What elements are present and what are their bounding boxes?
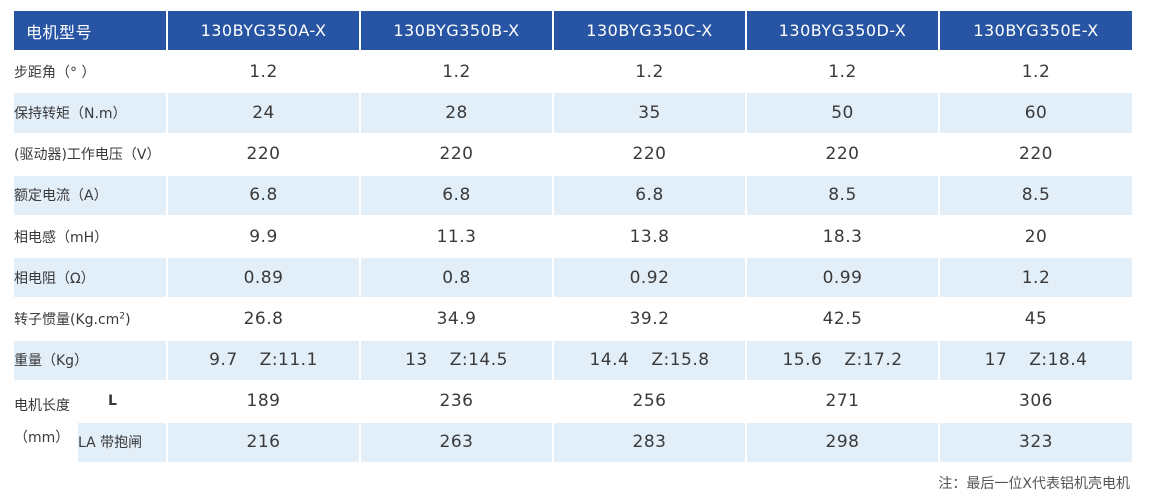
cell-value: 13.8: [554, 216, 746, 257]
cell-value: 6.8: [168, 175, 360, 215]
cell-value: 0.89: [168, 258, 360, 298]
cell-value: 220: [940, 134, 1133, 174]
row-label: 相电阻（Ω）: [14, 258, 167, 298]
row-label: (驱动器)工作电压（V）: [14, 134, 167, 174]
length-label-line1: 电机长度: [14, 397, 70, 414]
row-label: 额定电流（A）: [14, 175, 167, 215]
row-label: 保持转矩（N.m）: [14, 93, 167, 133]
cell-value: 0.8: [361, 258, 553, 298]
cell-value: 236: [361, 381, 553, 421]
cell-value: 220: [554, 134, 746, 174]
cell-value: 13 Z:14.5: [361, 340, 553, 380]
row-label-text: 转子惯量(Kg.cm: [14, 311, 120, 328]
cell-value: 220: [747, 134, 939, 174]
cell-value: 39.2: [554, 299, 746, 339]
row-weight: 重量（Kg） 9.7 Z:11.1 13 Z:14.5 14.4 Z:15.8 15.…: [14, 340, 1133, 380]
cell-value: 298: [747, 422, 939, 463]
length-group-label: 电机长度 （mm）: [14, 381, 76, 463]
footnote: 注：最后一位X代表铝机壳电机: [938, 476, 1130, 492]
weight-z-value: Z:14.5: [449, 350, 508, 371]
row-holding-torque: 保持转矩（N.m） 24 28 35 50 60: [14, 93, 1133, 133]
cell-value: 256: [554, 381, 746, 421]
spec-table: 电机型号 130BYG350A-X 130BYG350B-X 130BYG350…: [12, 9, 1134, 464]
cell-value: 45: [940, 299, 1133, 339]
cell-value: 26.8: [168, 299, 360, 339]
cell-value: 35: [554, 93, 746, 133]
cell-value: 8.5: [747, 175, 939, 215]
cell-value: 24: [168, 93, 360, 133]
length-sub-label: L: [78, 381, 167, 421]
weight-value: 17: [984, 350, 1008, 371]
weight-value: 14.4: [589, 350, 630, 371]
cell-value: 0.92: [554, 258, 746, 298]
cell-value: 14.4 Z:15.8: [554, 340, 746, 380]
cell-value: 50: [747, 93, 939, 133]
row-label: 重量（Kg）: [14, 340, 167, 380]
row-length-l: 电机长度 （mm） L 189 236 256 271 306: [14, 381, 1133, 463]
weight-z-value: Z:11.1: [259, 350, 318, 371]
model-header: 130BYG350A-X: [168, 11, 360, 51]
cell-value: 34.9: [361, 299, 553, 339]
row-inductance: 相电感（mH） 9.9 11.3 13.8 18.3 20: [14, 216, 1133, 257]
cell-value: 8.5: [940, 175, 1133, 215]
cell-value: 0.99: [747, 258, 939, 298]
row-length-la: LA 带抱闸 216 263 283 298 323: [14, 422, 1133, 463]
cell-value: 15.6 Z:17.2: [747, 340, 939, 380]
cell-value: 189: [168, 381, 360, 421]
cell-value: 9.9: [168, 216, 360, 257]
cell-value: 216: [168, 422, 360, 463]
row-label-end: ): [125, 311, 131, 328]
length-sub-label: LA 带抱闸: [78, 422, 167, 463]
cell-value: 1.2: [361, 52, 553, 92]
row-label-superscript: 2: [119, 311, 126, 322]
cell-value: 60: [940, 93, 1133, 133]
row-label: 转子惯量(Kg.cm2): [14, 299, 167, 339]
row-step-angle: 步距角（° ） 1.2 1.2 1.2 1.2 1.2: [14, 52, 1133, 92]
cell-value: 1.2: [168, 52, 360, 92]
cell-value: 1.2: [747, 52, 939, 92]
cell-value: 28: [361, 93, 553, 133]
weight-z-value: Z:17.2: [844, 350, 903, 371]
length-label-line2: （mm）: [14, 429, 70, 446]
cell-value: 1.2: [940, 52, 1133, 92]
model-header: 130BYG350E-X: [940, 11, 1133, 51]
cell-value: 11.3: [361, 216, 553, 257]
cell-value: 42.5: [747, 299, 939, 339]
row-voltage: (驱动器)工作电压（V） 220 220 220 220 220: [14, 134, 1133, 174]
header-row: 电机型号 130BYG350A-X 130BYG350B-X 130BYG350…: [14, 11, 1133, 51]
model-header: 130BYG350C-X: [554, 11, 746, 51]
cell-value: 263: [361, 422, 553, 463]
weight-z-value: Z:15.8: [651, 350, 710, 371]
weight-value: 15.6: [782, 350, 823, 371]
cell-value: 17 Z:18.4: [940, 340, 1133, 380]
weight-z-value: Z:18.4: [1029, 350, 1088, 371]
model-header: 130BYG350B-X: [361, 11, 553, 51]
cell-value: 1.2: [940, 258, 1133, 298]
header-label: 电机型号: [14, 11, 167, 51]
cell-value: 306: [940, 381, 1133, 421]
cell-value: 220: [168, 134, 360, 174]
cell-value: 6.8: [361, 175, 553, 215]
cell-value: 18.3: [747, 216, 939, 257]
cell-value: 283: [554, 422, 746, 463]
weight-value: 9.7: [209, 350, 238, 371]
cell-value: 1.2: [554, 52, 746, 92]
cell-value: 220: [361, 134, 553, 174]
weight-value: 13: [405, 350, 428, 371]
model-header: 130BYG350D-X: [747, 11, 939, 51]
row-label: 步距角（° ）: [14, 52, 167, 92]
row-rated-current: 额定电流（A） 6.8 6.8 6.8 8.5 8.5: [14, 175, 1133, 215]
cell-value: 20: [940, 216, 1133, 257]
cell-value: 6.8: [554, 175, 746, 215]
cell-value: 9.7 Z:11.1: [168, 340, 360, 380]
cell-value: 271: [747, 381, 939, 421]
row-rotor-inertia: 转子惯量(Kg.cm2) 26.8 34.9 39.2 42.5 45: [14, 299, 1133, 339]
cell-value: 323: [940, 422, 1133, 463]
row-label: 相电感（mH）: [14, 216, 167, 257]
row-resistance: 相电阻（Ω） 0.89 0.8 0.92 0.99 1.2: [14, 258, 1133, 298]
